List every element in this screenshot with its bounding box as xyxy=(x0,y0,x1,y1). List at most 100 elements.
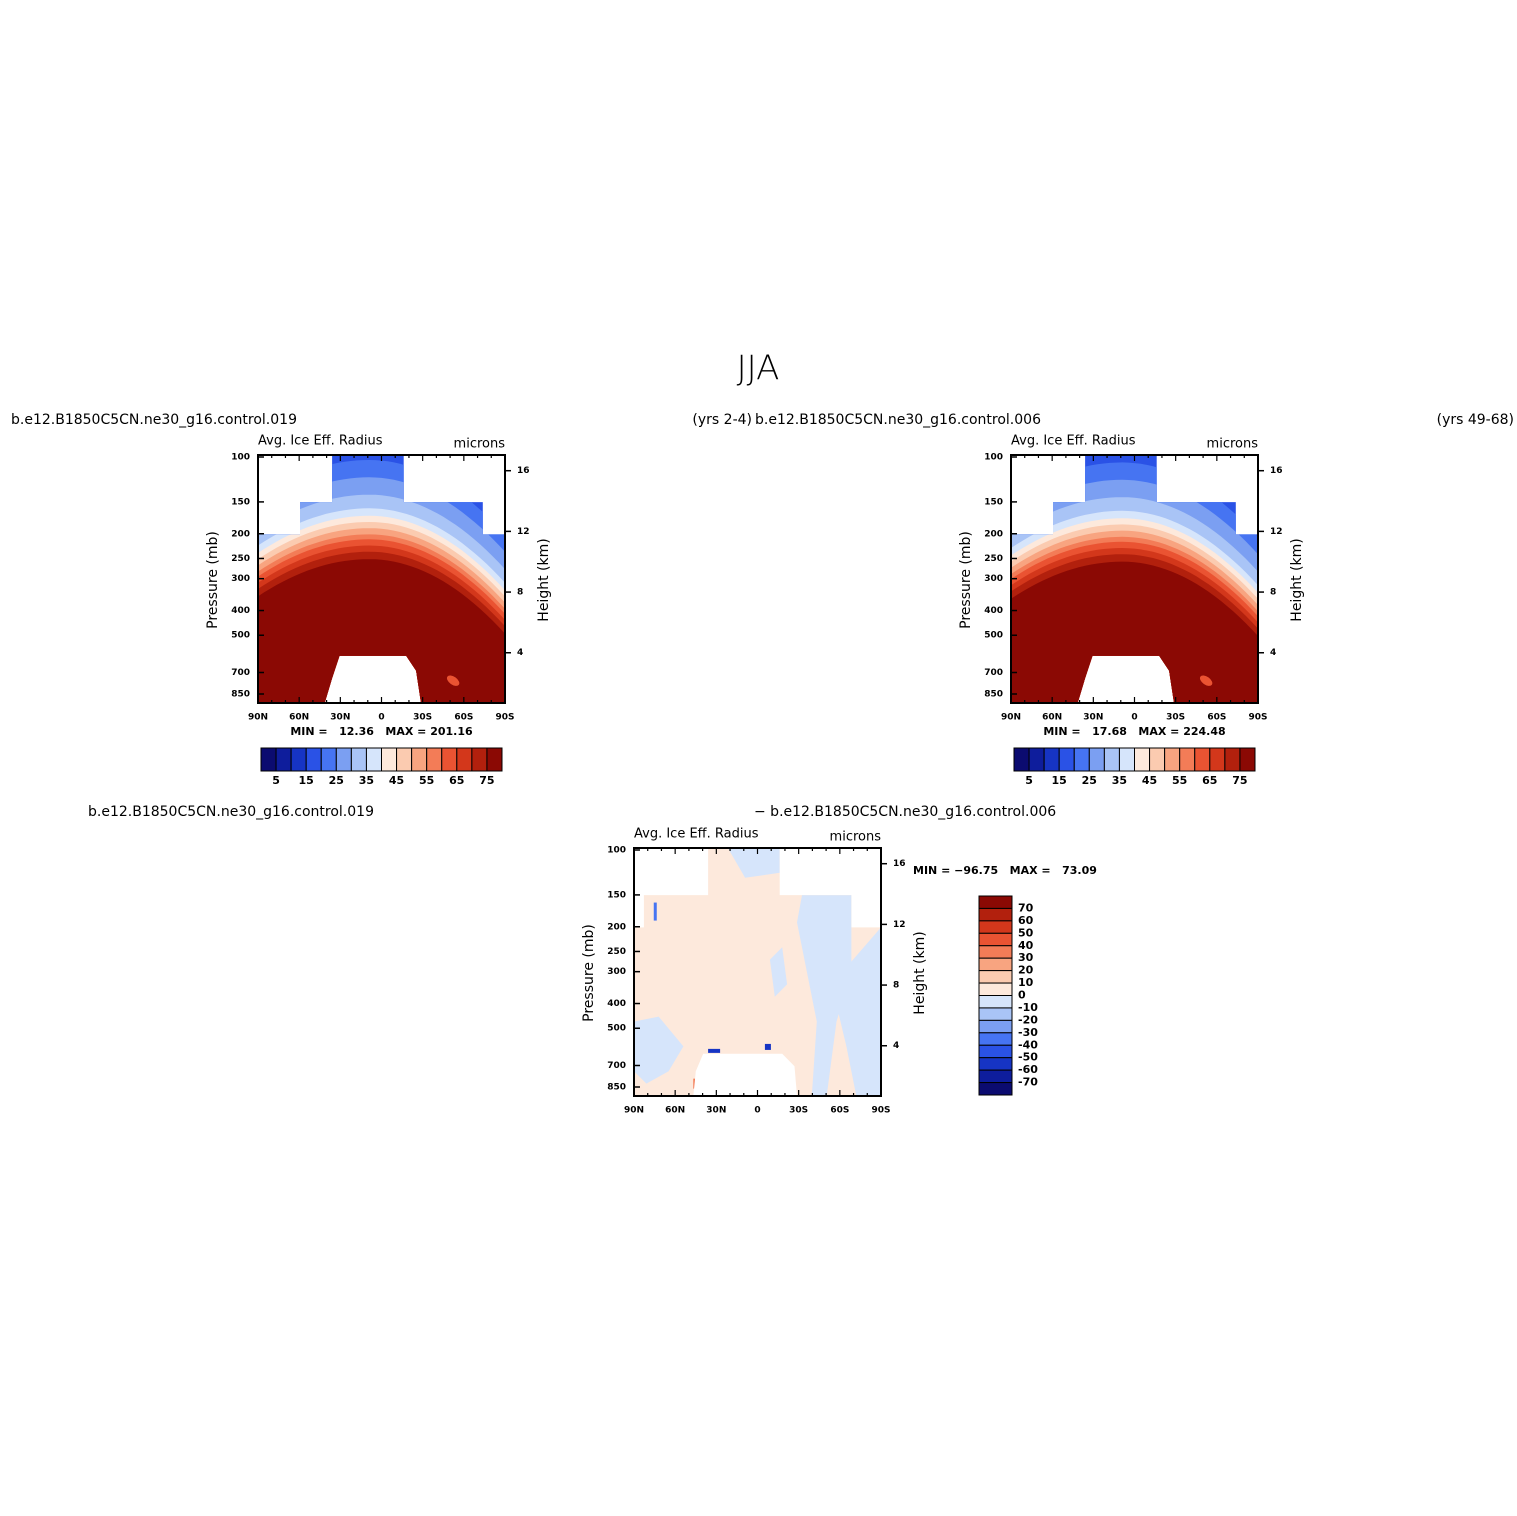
contour-field xyxy=(258,455,505,703)
y2-tick-label: 8 xyxy=(893,981,899,991)
y-axis-label: Pressure (mb) xyxy=(958,531,974,629)
x-tick-label: 90S xyxy=(871,1106,890,1116)
y-tick-label: 500 xyxy=(231,631,250,641)
y-tick-label: 400 xyxy=(607,999,626,1009)
colorbar-box xyxy=(320,747,337,772)
y2-tick-label: 8 xyxy=(1270,588,1276,598)
y-tick-label: 400 xyxy=(231,606,250,616)
contour-fill xyxy=(258,559,505,703)
colorbar-box xyxy=(978,907,1013,922)
colorbar-box xyxy=(978,895,1013,909)
x-tick-label: 90N xyxy=(1001,713,1021,723)
colorbar-label: 45 xyxy=(1142,774,1157,787)
x-tick-label: 60S xyxy=(454,713,473,723)
colorbar-box xyxy=(978,1069,1013,1084)
colorbar-box xyxy=(471,747,488,772)
y-tick-label: 850 xyxy=(231,690,250,700)
colorbar-box xyxy=(978,957,1013,972)
colorbar-box xyxy=(1224,747,1241,772)
y2-axis-label: Height (km) xyxy=(912,931,928,1014)
y-tick-label: 100 xyxy=(607,846,626,856)
x-tick-label: 60N xyxy=(1042,713,1062,723)
y-axis-label: Pressure (mb) xyxy=(581,924,597,1022)
y-tick-label: 100 xyxy=(984,453,1003,463)
colorbar-box xyxy=(1164,747,1181,772)
colorbar-label: 40 xyxy=(1018,939,1034,952)
right-string: (yrs 2-4) xyxy=(692,412,752,428)
contour-fill xyxy=(1199,675,1213,686)
y-tick-label: 300 xyxy=(984,574,1003,584)
x-tick-label: 60S xyxy=(1207,713,1226,723)
y2-tick-label: 4 xyxy=(517,648,523,658)
colorbar-label: -10 xyxy=(1018,1001,1038,1014)
contour-fill xyxy=(634,1016,684,1084)
colorbar-box xyxy=(978,995,1013,1009)
colorbar-box xyxy=(1058,747,1075,772)
x-tick-label: 0 xyxy=(1131,713,1137,723)
x-tick-label: 30S xyxy=(1166,713,1185,723)
y2-tick-label: 16 xyxy=(893,859,906,869)
colorbar-box xyxy=(275,747,292,772)
colorbar-label: 65 xyxy=(1202,774,1217,787)
x-tick-label: 30N xyxy=(1083,713,1103,723)
y2-tick-label: 12 xyxy=(1270,527,1283,537)
colorbar-box xyxy=(1118,747,1135,772)
y2-tick-label: 12 xyxy=(517,527,530,537)
contour-fill xyxy=(769,947,788,997)
colorbar-label: 5 xyxy=(272,774,280,787)
colorbar-label: 10 xyxy=(1018,976,1034,989)
colorbar-box xyxy=(350,747,367,772)
colorbar-box xyxy=(978,1044,1013,1059)
stats-label: MIN = 17.68 MAX = 224.48 xyxy=(1043,725,1225,738)
x-tick-label: 30S xyxy=(789,1106,808,1116)
colorbar-label: 50 xyxy=(1018,926,1034,939)
colorbar-label: -40 xyxy=(1018,1038,1038,1051)
colorbar-label: 25 xyxy=(329,774,344,787)
colorbar-label: 55 xyxy=(1172,774,1187,787)
colorbar-box xyxy=(365,747,382,772)
left-string: b.e12.B1850C5CN.ne30_g16.control.019 xyxy=(11,412,297,428)
colorbar-box xyxy=(978,920,1013,934)
y-tick-label: 700 xyxy=(607,1061,626,1071)
variable-label: Avg. Ice Eff. Radius xyxy=(258,434,383,449)
y-tick-label: 300 xyxy=(231,574,250,584)
y-tick-label: 250 xyxy=(607,947,626,957)
y-tick-label: 700 xyxy=(984,668,1003,678)
left-string: b.e12.B1850C5CN.ne30_g16.control.006 xyxy=(755,412,1041,428)
contour-fill xyxy=(727,848,780,878)
colorbar-box xyxy=(978,1019,1013,1034)
colorbar-box xyxy=(305,747,322,772)
colorbar-label: 35 xyxy=(1112,774,1127,787)
colorbar-label: -30 xyxy=(1018,1026,1038,1039)
y2-tick-label: 4 xyxy=(893,1041,899,1051)
colorbar-label: 5 xyxy=(1025,774,1033,787)
colorbar-box xyxy=(1239,747,1256,772)
colorbar-box xyxy=(441,747,458,772)
contour-fill xyxy=(1011,561,1258,703)
x-tick-label: 90N xyxy=(248,713,268,723)
left-string: b.e12.B1850C5CN.ne30_g16.control.019 xyxy=(88,804,374,820)
contour-fill xyxy=(831,927,881,1096)
y2-tick-label: 16 xyxy=(517,466,530,476)
colorbar-label: -50 xyxy=(1018,1051,1038,1064)
colorbar-label: 60 xyxy=(1018,914,1034,927)
stats-label: MIN = −96.75 MAX = 73.09 xyxy=(913,864,1097,877)
contour-fill xyxy=(797,895,852,1096)
y-tick-label: 700 xyxy=(231,668,250,678)
y-tick-label: 300 xyxy=(607,967,626,977)
x-tick-label: 0 xyxy=(378,713,384,723)
y-tick-label: 200 xyxy=(607,922,626,932)
colorbar-box xyxy=(426,747,443,772)
y2-tick-label: 12 xyxy=(893,920,906,930)
y-tick-label: 850 xyxy=(607,1083,626,1093)
y-tick-label: 200 xyxy=(984,529,1003,539)
colorbar-box xyxy=(290,747,307,772)
center-string: − b.e12.B1850C5CN.ne30_g16.control.006 xyxy=(754,804,1056,820)
units-label: microns xyxy=(454,437,506,452)
y-tick-label: 150 xyxy=(607,890,626,900)
colorbar-box xyxy=(335,747,352,772)
y-axis-label: Pressure (mb) xyxy=(205,531,221,629)
